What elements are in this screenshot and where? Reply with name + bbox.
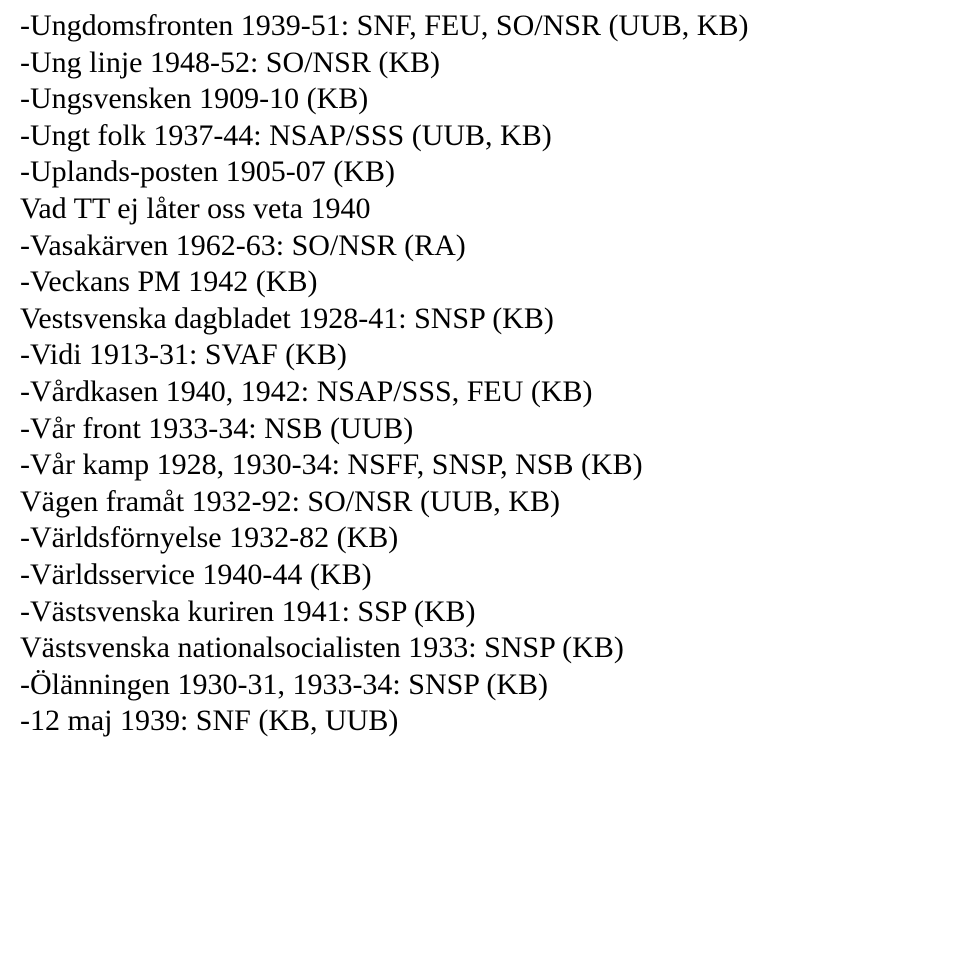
text-line: -Veckans PM 1942 (KB): [20, 264, 940, 301]
text-line: -Världsservice 1940-44 (KB): [20, 557, 940, 594]
document-page: -Ungdomsfronten 1939-51: SNF, FEU, SO/NS…: [0, 0, 960, 760]
text-line: -Vidi 1913-31: SVAF (KB): [20, 337, 940, 374]
text-line: -Ölänningen 1930-31, 1933-34: SNSP (KB): [20, 667, 940, 704]
text-line: -Vår kamp 1928, 1930-34: NSFF, SNSP, NSB…: [20, 447, 940, 484]
text-line: -Uplands-posten 1905-07 (KB): [20, 154, 940, 191]
text-line: -Vasakärven 1962-63: SO/NSR (RA): [20, 228, 940, 265]
text-line: -Ungsvensken 1909-10 (KB): [20, 81, 940, 118]
text-line: Västsvenska nationalsocialisten 1933: SN…: [20, 630, 940, 667]
text-line: Vestsvenska dagbladet 1928-41: SNSP (KB): [20, 301, 940, 338]
text-line: Vad TT ej låter oss veta 1940: [20, 191, 940, 228]
text-line: -Ungdomsfronten 1939-51: SNF, FEU, SO/NS…: [20, 8, 940, 45]
text-line: Vägen framåt 1932-92: SO/NSR (UUB, KB): [20, 484, 940, 521]
text-line: -12 maj 1939: SNF (KB, UUB): [20, 703, 940, 740]
text-line: -Ung linje 1948-52: SO/NSR (KB): [20, 45, 940, 82]
text-line: -Vårdkasen 1940, 1942: NSAP/SSS, FEU (KB…: [20, 374, 940, 411]
text-line: -Ungt folk 1937-44: NSAP/SSS (UUB, KB): [20, 118, 940, 155]
text-line: -Vår front 1933-34: NSB (UUB): [20, 411, 940, 448]
text-line: -Västsvenska kuriren 1941: SSP (KB): [20, 594, 940, 631]
text-line: -Världsförnyelse 1932-82 (KB): [20, 520, 940, 557]
